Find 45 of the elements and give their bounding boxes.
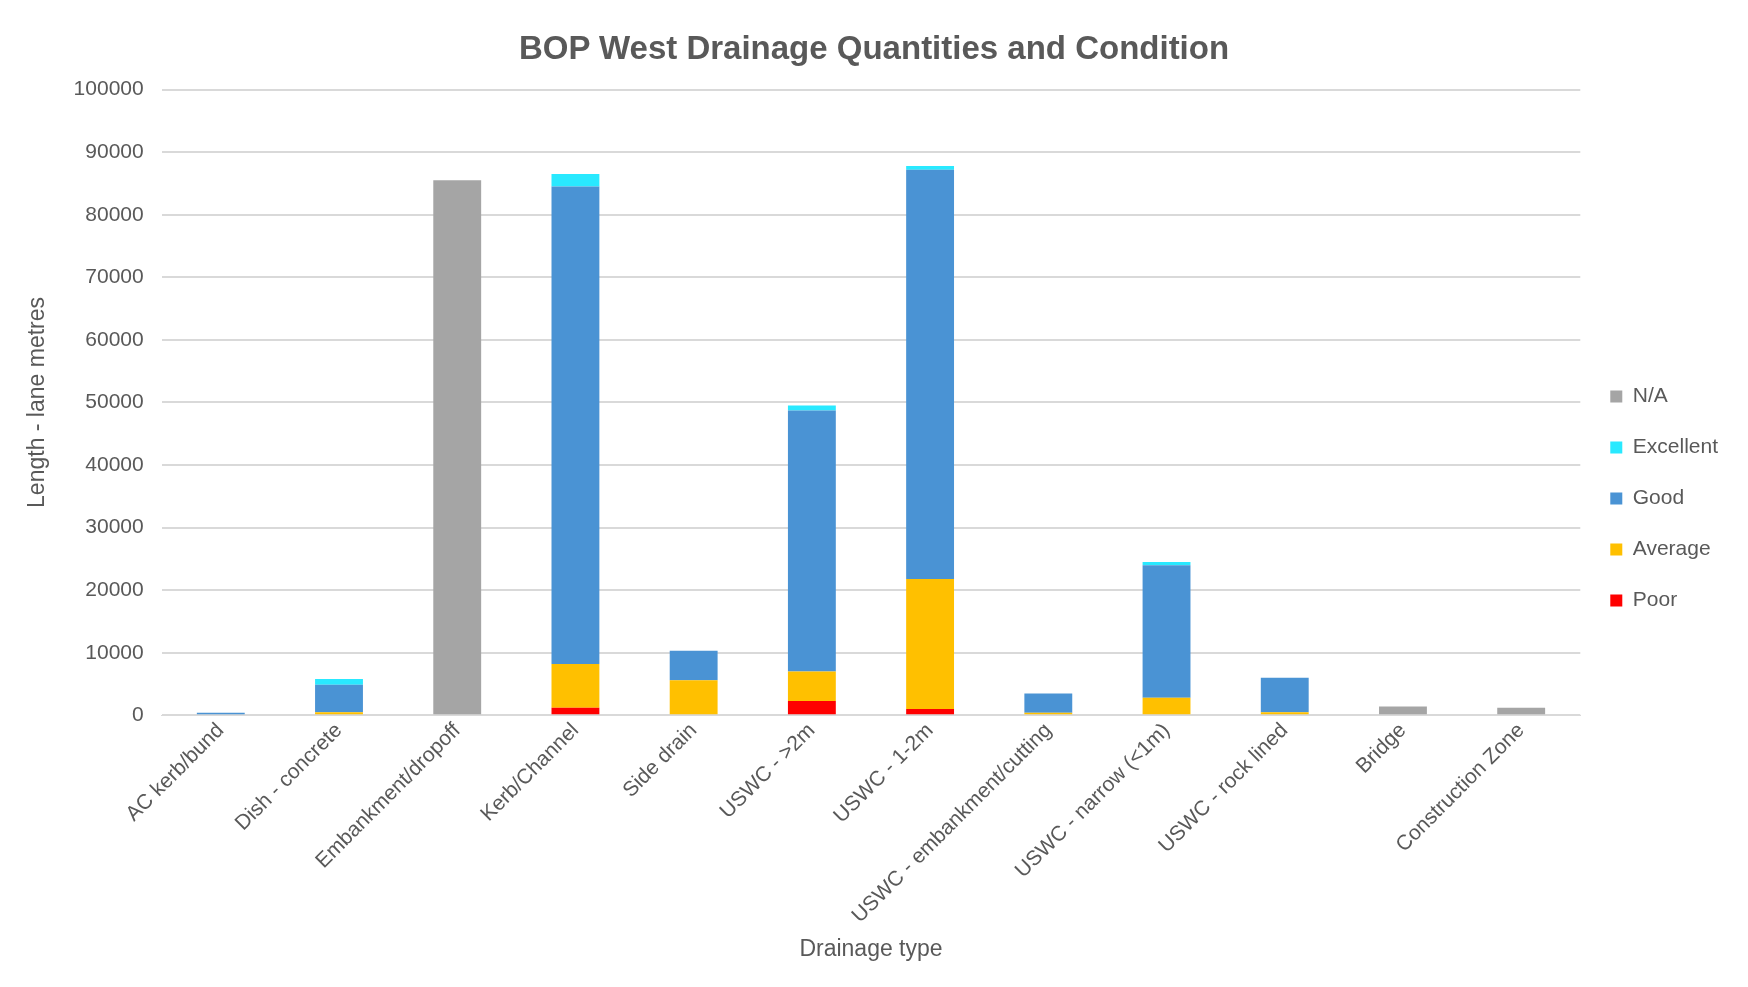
legend-label: N/A <box>1632 383 1668 407</box>
bar <box>315 684 363 713</box>
bar <box>787 700 836 715</box>
bar <box>1142 562 1191 566</box>
y-tick-label: 80000 <box>85 201 144 225</box>
legend-label: Good <box>1632 485 1685 509</box>
y-tick-label: 100000 <box>73 76 144 100</box>
legend-label: Average <box>1632 536 1711 560</box>
bar <box>551 174 600 187</box>
bar <box>1260 677 1309 713</box>
legend-label: Excellent <box>1632 434 1719 458</box>
y-tick-label: 90000 <box>85 138 144 162</box>
bar <box>1024 693 1073 713</box>
bar <box>906 709 955 715</box>
bar <box>551 186 600 664</box>
bar <box>669 650 718 681</box>
y-tick-label: 40000 <box>85 451 144 475</box>
bar <box>315 712 363 715</box>
y-tick-label: 10000 <box>85 639 144 663</box>
y-tick-label: 20000 <box>85 576 144 600</box>
bar <box>906 578 955 710</box>
bar <box>551 664 600 708</box>
legend-label: Poor <box>1632 587 1678 611</box>
bar <box>1142 565 1191 698</box>
bar <box>315 679 363 685</box>
chart-title: BOP West Drainage Quantities and Condition <box>518 28 1230 66</box>
bar <box>787 405 836 411</box>
bar <box>787 671 836 701</box>
bar <box>1260 712 1309 715</box>
bar <box>1379 706 1427 715</box>
y-tick-label: 60000 <box>85 326 144 350</box>
bar <box>551 707 600 715</box>
bar <box>787 410 836 672</box>
x-axis-title: Drainage type <box>799 934 943 961</box>
bar <box>906 169 955 579</box>
bar <box>1497 707 1546 715</box>
bar <box>669 680 718 715</box>
y-tick-label: 0 <box>131 702 144 726</box>
bar <box>906 165 955 170</box>
bar <box>1142 697 1191 715</box>
bar <box>433 180 482 715</box>
y-tick-label: 30000 <box>85 514 144 538</box>
y-axis-title: Length - lane metres <box>23 296 50 508</box>
y-tick-label: 50000 <box>85 389 144 413</box>
y-tick-label: 70000 <box>85 264 144 288</box>
